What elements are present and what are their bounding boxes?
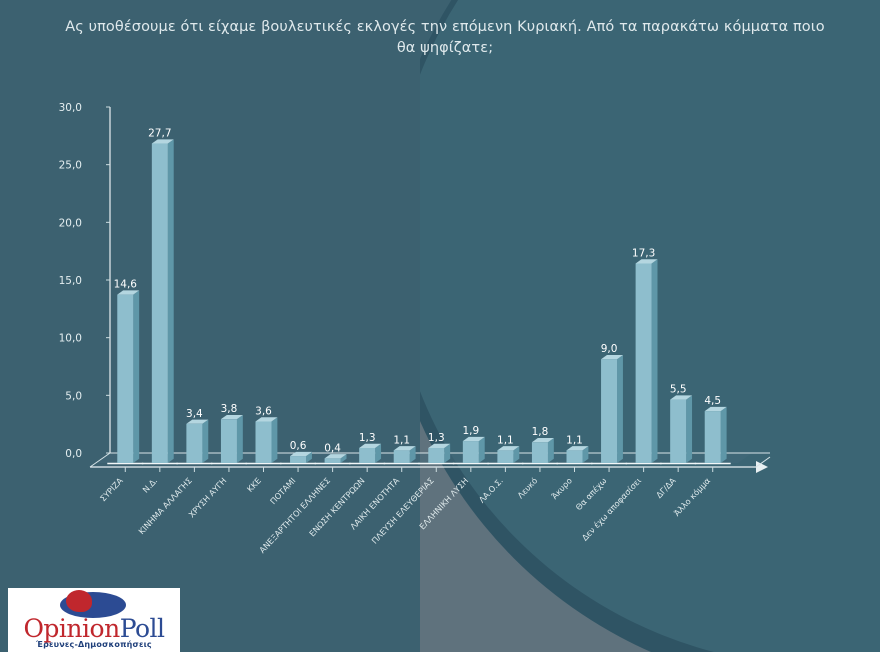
bar-value-label: 9,0	[601, 343, 618, 355]
bar-value-label: 4,5	[704, 395, 721, 407]
bar-5	[245, 417, 282, 472]
y-axis-tick-label: 15,0	[59, 275, 82, 287]
bar-4	[210, 414, 247, 472]
bar-14	[556, 446, 593, 472]
y-axis-tick-label: 30,0	[59, 102, 82, 114]
bar-value-label: 5,5	[670, 384, 687, 396]
x-axis-category-label: Θα απέχω	[573, 475, 608, 512]
x-axis-category-label: ΣΥΡΙΖΑ	[98, 475, 125, 503]
x-axis-category-label: ΑΝΕΞΑΡΤΗΤΟΙ ΕΛΛΗΝΕΣ	[257, 476, 332, 555]
x-axis-category-label: ΛΑ.Ο.Σ.	[477, 476, 505, 505]
logo-word-poll: Poll	[119, 614, 165, 643]
chart-title: Ας υποθέσουμε ότι είχαμε βουλευτικές εκλ…	[65, 19, 825, 56]
bar-13	[521, 438, 558, 472]
y-axis-tick-label: 10,0	[59, 333, 82, 345]
bar-2	[141, 139, 178, 472]
bar-1	[107, 290, 144, 472]
bar-10	[418, 443, 455, 472]
x-axis-category-label: ΠΟΤΑΜΙ	[268, 476, 298, 507]
y-axis-tick-label: 20,0	[59, 217, 82, 229]
x-axis-category-label: Ν.Δ.	[140, 476, 159, 495]
bar-value-label: 1,1	[566, 434, 583, 446]
x-axis-category-label: ΔΓ/ΔΑ	[654, 475, 678, 500]
bar-value-label: 1,9	[462, 425, 479, 437]
bar-9	[383, 446, 420, 472]
bar-series	[107, 139, 731, 472]
bar-12	[487, 446, 524, 472]
bar-15	[591, 355, 628, 472]
opinion-poll-logo: OpinionPoll Έρευνες-Δημοσκοπήσεις	[8, 588, 180, 652]
y-axis-tick-label: 5,0	[65, 390, 82, 402]
y-axis-tick-label: 25,0	[59, 160, 82, 172]
bar-value-label: 1,1	[393, 434, 410, 446]
bar-value-label: 1,8	[532, 426, 549, 438]
logo-red-shape	[66, 590, 92, 612]
bar-value-label: 3,4	[186, 408, 203, 420]
x-axis-category-label: ΚΚΕ	[245, 476, 263, 494]
bar-value-label: 27,7	[148, 128, 171, 140]
bar-value-label: 1,1	[497, 434, 514, 446]
bar-value-label: 3,6	[255, 405, 272, 417]
bar-11	[452, 436, 489, 472]
y-axis-tick-label: 0,0	[65, 448, 82, 460]
background-flat-left	[0, 0, 420, 652]
bar-3	[176, 419, 213, 472]
x-axis-category-label: ΠΛΕΥΣΗ ΕΛΕΥΘΕΡΙΑΣ	[369, 476, 435, 546]
bar-8	[349, 443, 386, 472]
bar-value-label: 17,3	[632, 247, 655, 259]
bar-17	[660, 395, 697, 472]
logo-wordmark: OpinionPoll	[8, 614, 180, 643]
bar-value-label: 1,3	[428, 432, 445, 444]
bar-value-label: 0,6	[290, 440, 307, 452]
y-axis-tick-labels: 0,0 5,0 10,0 15,0 20,0 25,0 30,0	[59, 102, 82, 460]
logo-subtitle: Έρευνες-Δημοσκοπήσεις	[36, 640, 152, 649]
bar-value-label: 1,3	[359, 432, 376, 444]
x-axis-category-label: Άλλο κόμμα	[672, 476, 712, 518]
bar-16	[625, 259, 662, 472]
bar-value-label: 3,8	[221, 403, 238, 415]
bar-6	[280, 451, 317, 472]
x-axis-category-label: Λευκό	[515, 476, 539, 501]
bar-18	[694, 406, 731, 472]
bar-value-label: 14,6	[114, 279, 138, 291]
bar-value-label: 0,4	[324, 442, 341, 454]
bar-value-labels: 14,6 27,7 3,4 3,8 3,6 0,6 0,4 1,3 1,1 1,3 1,9 1,1 1,…	[114, 128, 721, 455]
x-axis-category-label: Άκυρο	[549, 476, 574, 501]
bar-7	[314, 454, 351, 472]
logo-word-opinion: Opinion	[23, 614, 120, 643]
x-axis-category-label: Δεν έχω αποφασίσει	[580, 475, 644, 542]
